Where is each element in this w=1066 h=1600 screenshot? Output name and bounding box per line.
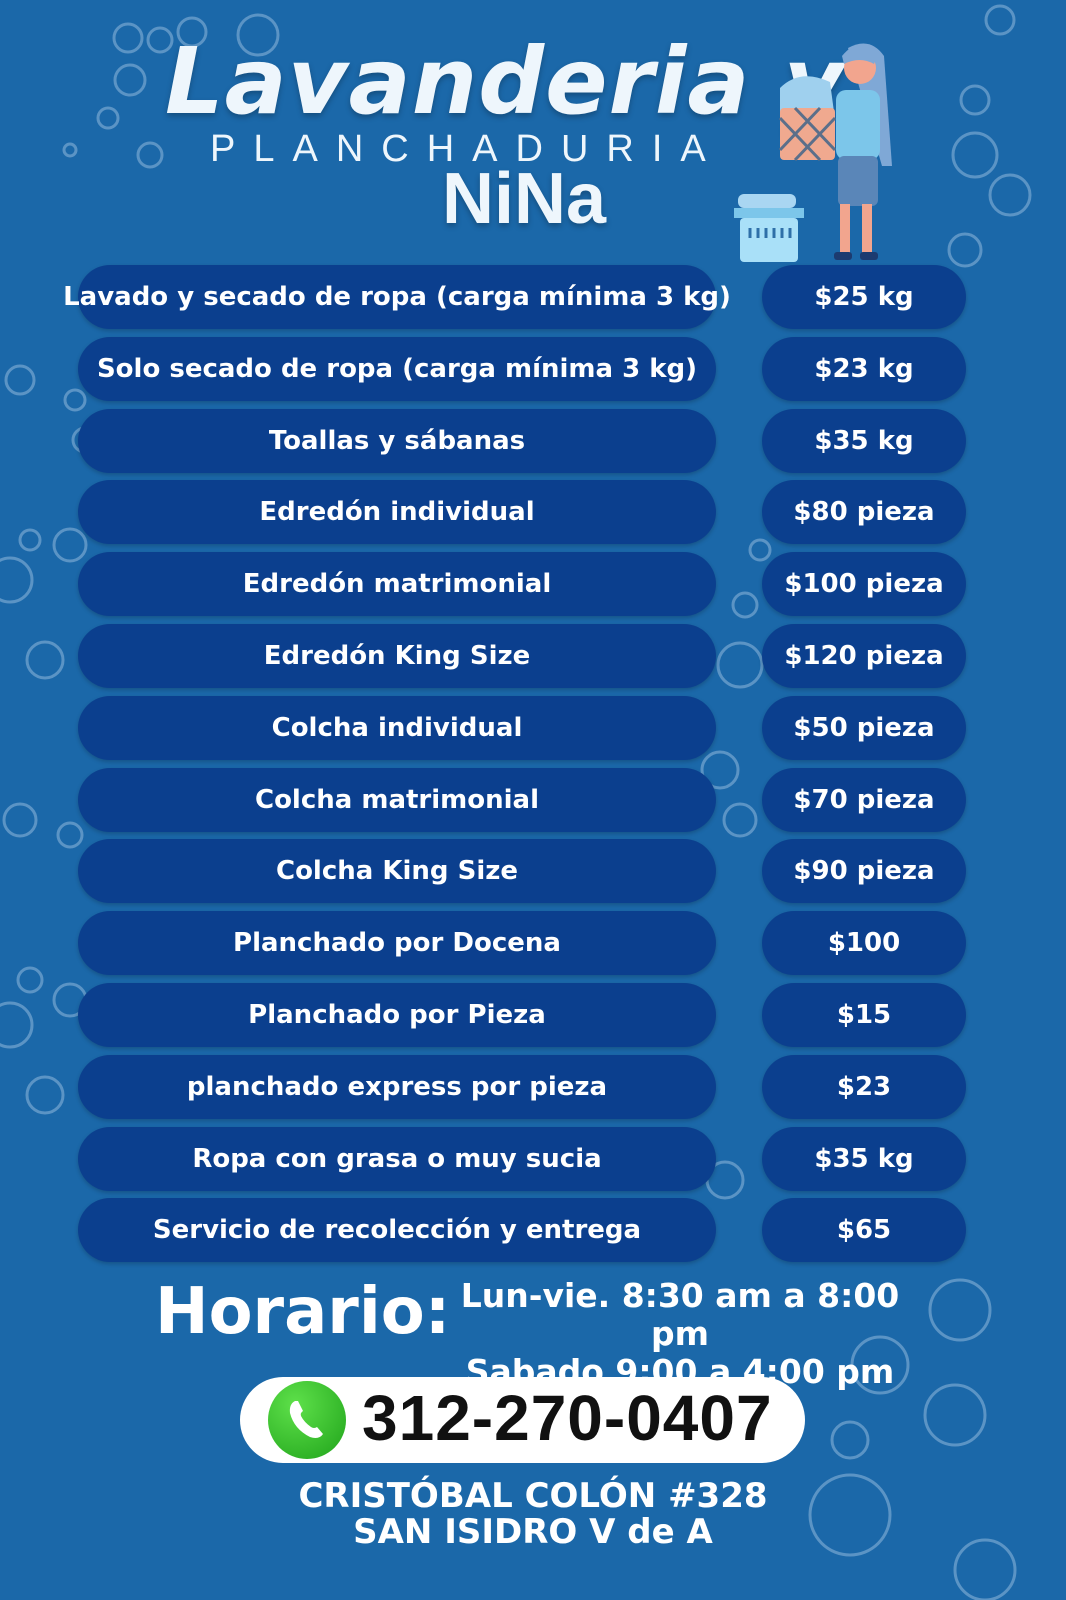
service-row: Planchado por Docena $100 <box>78 911 968 976</box>
service-name: Ropa con grasa o muy sucia <box>78 1126 716 1191</box>
service-name: Toallas y sábanas <box>78 408 716 473</box>
service-name: Edredón matrimonial <box>78 552 716 617</box>
service-name: Edredón King Size <box>78 624 716 688</box>
service-price: $120 pieza <box>762 624 966 688</box>
service-row: Colcha King Size $90 pieza <box>78 839 968 904</box>
service-row: Toallas y sábanas $35 kg <box>78 408 968 473</box>
service-name: Lavado y secado de ropa (carga mínima 3 … <box>63 265 731 329</box>
service-row: Planchado por Pieza $15 <box>78 983 968 1047</box>
service-price: $35 kg <box>762 408 966 473</box>
service-price: $50 pieza <box>762 695 966 760</box>
service-row: planchado express por pieza $23 <box>78 1054 968 1119</box>
service-row: Edredón matrimonial $100 pieza <box>78 552 968 617</box>
service-row: Colcha individual $50 pieza <box>78 695 968 760</box>
service-price: $23 kg <box>762 336 966 401</box>
service-price: $80 pieza <box>762 480 966 545</box>
service-name: Colcha matrimonial <box>78 767 716 832</box>
address: CRISTÓBAL COLÓN #328 SAN ISIDRO V de A <box>0 1478 1066 1550</box>
address-line2: SAN ISIDRO V de A <box>353 1512 713 1552</box>
service-row: Solo secado de ropa (carga mínima 3 kg) $… <box>78 336 968 401</box>
schedule-weekdays: Lun-vie. 8:30 am a 8:00 pm <box>460 1276 900 1353</box>
service-row: Ropa con grasa o muy sucia $35 kg <box>78 1126 968 1191</box>
address-line1: CRISTÓBAL COLÓN #328 <box>298 1476 768 1516</box>
service-price: $100 pieza <box>762 552 966 617</box>
service-price: $25 kg <box>762 265 966 329</box>
service-price: $65 <box>762 1198 966 1263</box>
woman-laundry-basket-illustration <box>734 43 892 262</box>
service-name: Planchado por Pieza <box>78 983 716 1047</box>
service-price: $90 pieza <box>762 839 966 904</box>
service-name: Colcha individual <box>78 695 716 760</box>
title-lavanderia: Lavanderia y <box>165 28 845 135</box>
title-nina: NiNa <box>442 159 607 239</box>
service-name: Servicio de recolección y entrega <box>78 1198 716 1263</box>
service-row: Edredón individual $80 pieza <box>78 480 968 545</box>
service-row: Lavado y secado de ropa (carga mínima 3 … <box>63 265 968 329</box>
service-price: $70 pieza <box>762 767 966 832</box>
service-name: Planchado por Docena <box>78 911 716 976</box>
schedule-label: Horario: <box>155 1275 451 1349</box>
service-price: $35 kg <box>762 1126 966 1191</box>
service-name: Solo secado de ropa (carga mínima 3 kg) <box>78 336 716 401</box>
whatsapp-phone-icon <box>268 1381 346 1459</box>
service-name: Edredón individual <box>78 480 716 545</box>
service-name: Colcha King Size <box>78 839 716 904</box>
phone-banner[interactable]: 312-270-0407 <box>240 1377 805 1463</box>
service-price: $15 <box>762 983 966 1047</box>
phone-number: 312-270-0407 <box>362 1382 773 1454</box>
schedule-hours: Lun-vie. 8:30 am a 8:00 pm Sabado 9:00 a… <box>435 1277 925 1391</box>
service-row: Edredón King Size $120 pieza <box>78 624 968 688</box>
service-price: $23 <box>762 1054 966 1119</box>
service-row: Colcha matrimonial $70 pieza <box>78 767 968 832</box>
service-name: planchado express por pieza <box>78 1054 716 1119</box>
title-planchaduria: PLANCHADURIA <box>210 128 724 170</box>
service-price: $100 <box>762 911 966 976</box>
service-row: Servicio de recolección y entrega $65 <box>78 1198 968 1263</box>
